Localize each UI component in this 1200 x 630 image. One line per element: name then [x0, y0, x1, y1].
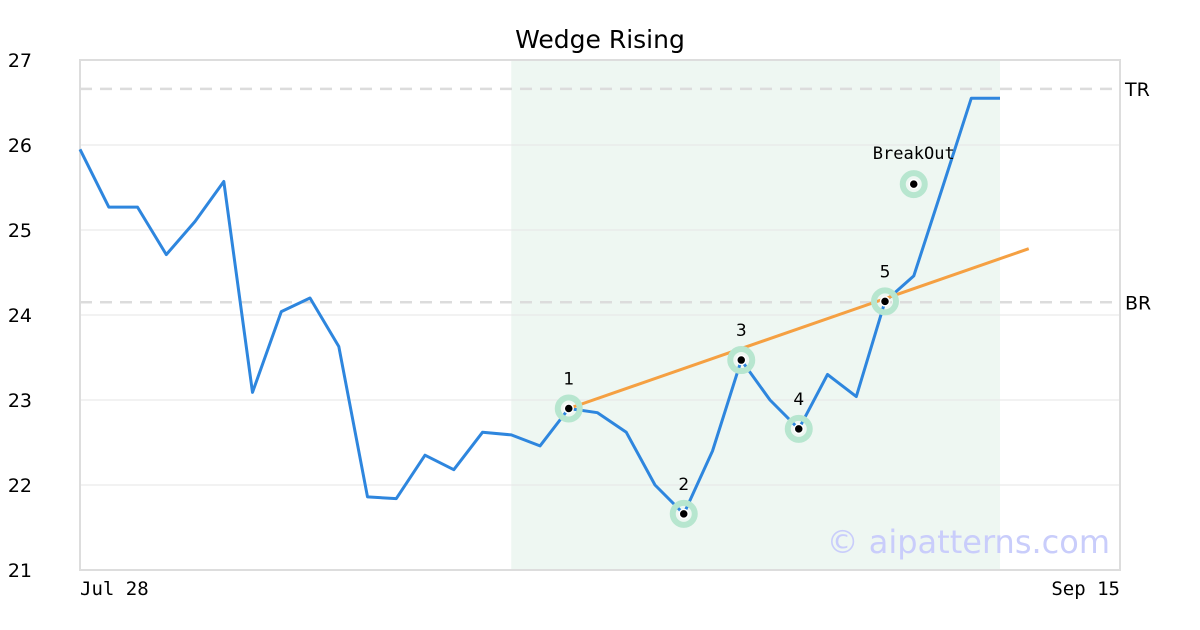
pattern-point-label: 2: [678, 475, 689, 495]
pattern-point-label: 1: [563, 370, 574, 390]
plot-frame: [79, 59, 1121, 571]
y-tick-label: 27: [8, 50, 32, 72]
pattern-point-marker: [793, 423, 804, 435]
reference-lines-layer: TR BR: [80, 79, 1151, 314]
pattern-point-marker: [879, 296, 891, 307]
pattern-point-label: 4: [793, 390, 804, 410]
breakout-marker: [908, 178, 919, 190]
axes-layer: 21 22 23 24 25 26 27: [8, 50, 32, 582]
trendline: [568, 247, 1030, 410]
pattern-point-halo: [727, 346, 756, 375]
reference-label-br: BR: [1125, 292, 1151, 314]
y-tick-label: 26: [8, 135, 32, 157]
y-tick-label: 21: [8, 560, 32, 582]
pattern-point-marker: [678, 508, 689, 520]
pattern-point-label: 3: [736, 321, 747, 341]
price-line: [78, 96, 1000, 516]
grid-layer: [80, 144, 1120, 486]
y-tick-label: 22: [8, 475, 32, 497]
breakout-halo: [899, 170, 928, 199]
pattern-point-label: 5: [880, 262, 891, 282]
pattern-point-marker: [736, 354, 747, 366]
reference-label-tr: TR: [1124, 79, 1150, 101]
chart-title: Wedge Rising: [515, 25, 685, 54]
x-tick-label-end: Sep 15: [1051, 578, 1120, 600]
pattern-points-layer: 1 2 3 4 5 BreakOut: [554, 144, 955, 528]
breakout-label: BreakOut: [873, 144, 955, 164]
pattern-point-halo: [554, 394, 583, 423]
series-layer: [78, 96, 1030, 516]
pattern-point-halo: [784, 414, 813, 443]
pattern-point-halo: [669, 499, 698, 528]
pattern-point-marker: [563, 403, 574, 414]
y-tick-label: 23: [8, 390, 32, 412]
watermark-text: © aipatterns.com: [827, 523, 1110, 561]
y-tick-label: 24: [8, 305, 32, 327]
pattern-point-halo: [871, 287, 899, 316]
y-tick-label: 25: [8, 220, 32, 242]
x-tick-label-start: Jul 28: [80, 578, 149, 600]
